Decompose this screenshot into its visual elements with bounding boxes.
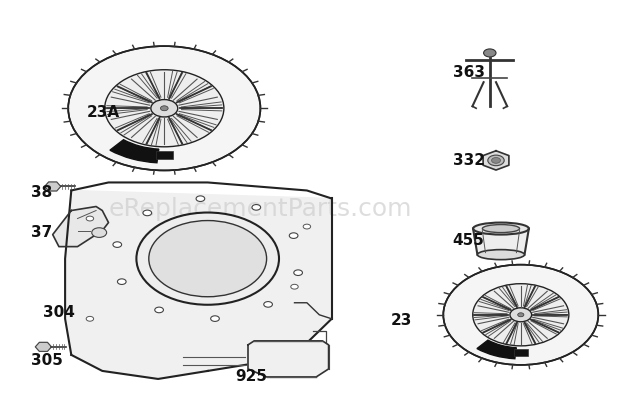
Circle shape [488,155,504,166]
Circle shape [472,284,569,346]
Polygon shape [53,207,108,247]
Text: 37: 37 [31,225,52,240]
Polygon shape [473,229,529,255]
Circle shape [136,213,279,305]
Polygon shape [35,342,51,351]
Circle shape [518,313,524,317]
Circle shape [484,49,496,57]
Polygon shape [65,190,332,379]
Circle shape [303,224,311,229]
Wedge shape [477,340,516,359]
Circle shape [291,284,298,289]
Polygon shape [45,182,61,191]
Text: 455: 455 [453,233,484,248]
Circle shape [92,228,107,237]
Circle shape [510,308,532,322]
Text: 925: 925 [236,369,268,385]
Text: 38: 38 [31,185,52,200]
Circle shape [113,242,122,247]
Circle shape [68,46,260,170]
Circle shape [86,216,94,221]
Circle shape [143,210,152,216]
Ellipse shape [473,223,529,235]
Circle shape [294,270,303,275]
Text: 23A: 23A [87,105,120,120]
Wedge shape [110,140,159,163]
Circle shape [105,70,224,147]
Ellipse shape [477,249,525,260]
Text: 332: 332 [453,153,485,168]
Circle shape [252,205,260,210]
Circle shape [290,233,298,239]
Circle shape [86,316,94,321]
Text: eReplacementParts.com: eReplacementParts.com [108,196,412,221]
Text: 363: 363 [453,65,485,80]
Circle shape [492,158,500,163]
Circle shape [117,279,126,284]
Circle shape [149,221,267,297]
Polygon shape [248,341,329,377]
Circle shape [151,99,178,117]
Ellipse shape [482,225,520,233]
Bar [514,349,528,356]
Circle shape [443,265,598,365]
Bar [156,150,173,159]
Text: 305: 305 [31,353,63,369]
Circle shape [155,307,164,313]
Text: 304: 304 [43,305,75,320]
Circle shape [161,106,168,111]
Circle shape [264,302,272,307]
Circle shape [211,316,219,322]
Polygon shape [483,151,509,170]
Circle shape [196,196,205,201]
Text: 23: 23 [391,313,412,328]
